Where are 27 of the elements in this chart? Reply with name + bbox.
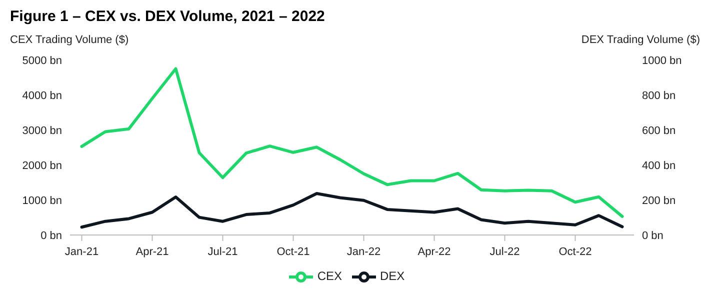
line-series: [80, 192, 624, 229]
line-series: [80, 67, 624, 218]
y-tick-label: 3000 bn: [22, 124, 62, 137]
y2-tick-label: 600 bn: [642, 124, 676, 137]
y-tick-label: 1000 bn: [22, 194, 62, 207]
x-tick-label: Apr-21: [136, 246, 169, 258]
x-tick-label: Jul-21: [208, 246, 238, 258]
x-tick-label: Oct-21: [276, 246, 310, 258]
y2-tick-label: 800 bn: [642, 90, 676, 102]
y-axis-title: CEX Trading Volume ($): [10, 34, 129, 46]
y2-axis-title: DEX Trading Volume ($): [581, 34, 700, 46]
y-tick-label: 5000 bn: [22, 54, 62, 67]
x-tick-label: Apr-22: [418, 246, 451, 258]
y-tick-label: 4000 bn: [22, 90, 62, 102]
y2-tick-label: 400 bn: [642, 160, 676, 172]
y-tick-label: 0 bn: [40, 230, 62, 242]
chart-title: Figure 1 – CEX vs. DEX Volume, 2021 – 2022: [10, 8, 326, 27]
y2-tick-label: 1000 bn: [642, 54, 682, 67]
y2-tick-label: 0 bn: [642, 230, 664, 242]
x-tick-label: Jan-22: [346, 246, 381, 258]
legend-label: DEX: [380, 269, 405, 284]
y2-tick-label: 200 bn: [642, 194, 676, 207]
x-tick-label: Jan-21: [64, 246, 99, 258]
x-tick-label: Jul-22: [490, 246, 520, 258]
y-tick-label: 2000 bn: [22, 160, 62, 172]
x-tick-label: Oct-22: [558, 246, 592, 258]
legend-label: CEX: [317, 269, 342, 284]
